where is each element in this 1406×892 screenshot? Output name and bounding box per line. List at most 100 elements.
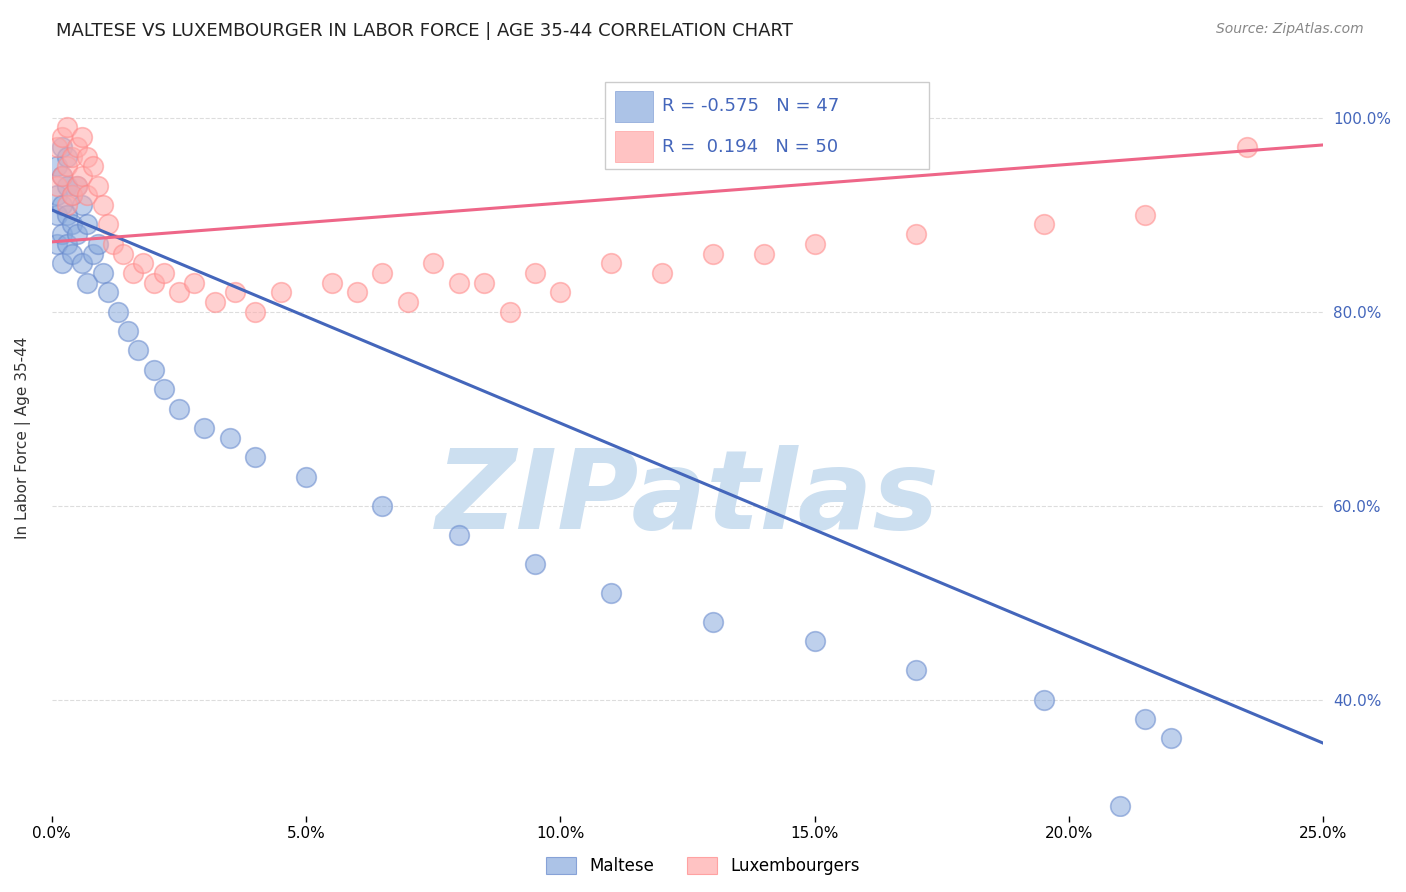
Point bbox=[321, 276, 343, 290]
Point bbox=[97, 218, 120, 232]
Point bbox=[72, 130, 94, 145]
Point bbox=[152, 266, 174, 280]
Point bbox=[60, 188, 83, 202]
Point bbox=[51, 140, 73, 154]
Point bbox=[51, 256, 73, 270]
Point bbox=[86, 236, 108, 251]
Point bbox=[1032, 692, 1054, 706]
Legend: Maltese, Luxembourgers: Maltese, Luxembourgers bbox=[537, 849, 869, 884]
Point bbox=[56, 178, 79, 193]
Text: MALTESE VS LUXEMBOURGER IN LABOR FORCE | AGE 35-44 CORRELATION CHART: MALTESE VS LUXEMBOURGER IN LABOR FORCE |… bbox=[56, 22, 793, 40]
Point bbox=[51, 169, 73, 183]
Point bbox=[270, 285, 292, 300]
Point bbox=[56, 208, 79, 222]
Point bbox=[66, 227, 89, 241]
FancyBboxPatch shape bbox=[605, 82, 929, 169]
Point bbox=[371, 499, 394, 513]
Point bbox=[60, 188, 83, 202]
Point bbox=[91, 198, 114, 212]
Point bbox=[60, 150, 83, 164]
Point bbox=[76, 150, 98, 164]
Point bbox=[72, 198, 94, 212]
Point bbox=[45, 188, 67, 202]
Text: Source: ZipAtlas.com: Source: ZipAtlas.com bbox=[1216, 22, 1364, 37]
Point bbox=[45, 208, 67, 222]
Point bbox=[651, 266, 673, 280]
Point bbox=[107, 304, 129, 318]
Point bbox=[101, 236, 124, 251]
Point bbox=[498, 304, 520, 318]
Point bbox=[152, 382, 174, 396]
Point bbox=[523, 557, 546, 571]
Point bbox=[1135, 208, 1157, 222]
Point bbox=[752, 246, 775, 260]
Point bbox=[702, 615, 724, 629]
Point bbox=[117, 324, 139, 338]
Point bbox=[45, 140, 67, 154]
Point bbox=[56, 198, 79, 212]
Point bbox=[905, 227, 928, 241]
Point bbox=[803, 634, 825, 648]
Point bbox=[245, 304, 267, 318]
Text: R =  0.194   N = 50: R = 0.194 N = 50 bbox=[662, 137, 838, 155]
Point bbox=[66, 178, 89, 193]
Point bbox=[1108, 799, 1130, 814]
Point bbox=[550, 285, 572, 300]
Point bbox=[97, 285, 120, 300]
Point bbox=[45, 178, 67, 193]
Point bbox=[295, 469, 318, 483]
Point bbox=[132, 256, 155, 270]
Point bbox=[82, 159, 104, 173]
Point bbox=[122, 266, 145, 280]
Point bbox=[1135, 712, 1157, 726]
Point bbox=[600, 256, 623, 270]
Point bbox=[66, 140, 89, 154]
Point bbox=[447, 527, 470, 541]
Point bbox=[1160, 731, 1182, 746]
Point bbox=[72, 169, 94, 183]
Point bbox=[76, 218, 98, 232]
Point bbox=[193, 421, 215, 435]
Point bbox=[447, 276, 470, 290]
Point bbox=[396, 295, 419, 310]
Point bbox=[1236, 140, 1258, 154]
Point bbox=[56, 236, 79, 251]
Text: R = -0.575   N = 47: R = -0.575 N = 47 bbox=[662, 97, 839, 115]
Point bbox=[142, 363, 165, 377]
FancyBboxPatch shape bbox=[614, 91, 654, 121]
Point bbox=[167, 285, 190, 300]
Point bbox=[45, 236, 67, 251]
Point bbox=[60, 218, 83, 232]
FancyBboxPatch shape bbox=[614, 131, 654, 161]
Point bbox=[72, 256, 94, 270]
Y-axis label: In Labor Force | Age 35-44: In Labor Force | Age 35-44 bbox=[15, 336, 31, 539]
Point bbox=[523, 266, 546, 280]
Text: ZIPatlas: ZIPatlas bbox=[436, 445, 939, 552]
Point bbox=[803, 236, 825, 251]
Point bbox=[56, 150, 79, 164]
Point bbox=[905, 664, 928, 678]
Point bbox=[76, 276, 98, 290]
Point bbox=[112, 246, 135, 260]
Point bbox=[86, 178, 108, 193]
Point bbox=[51, 198, 73, 212]
Point bbox=[127, 343, 149, 358]
Point bbox=[60, 246, 83, 260]
Point bbox=[204, 295, 226, 310]
Point bbox=[371, 266, 394, 280]
Point bbox=[91, 266, 114, 280]
Point bbox=[183, 276, 205, 290]
Point bbox=[66, 178, 89, 193]
Point bbox=[51, 169, 73, 183]
Point bbox=[472, 276, 495, 290]
Point bbox=[702, 246, 724, 260]
Point bbox=[422, 256, 444, 270]
Point bbox=[1032, 218, 1054, 232]
Point bbox=[76, 188, 98, 202]
Point bbox=[56, 159, 79, 173]
Point bbox=[56, 120, 79, 135]
Point bbox=[51, 227, 73, 241]
Point bbox=[142, 276, 165, 290]
Point bbox=[45, 159, 67, 173]
Point bbox=[245, 450, 267, 464]
